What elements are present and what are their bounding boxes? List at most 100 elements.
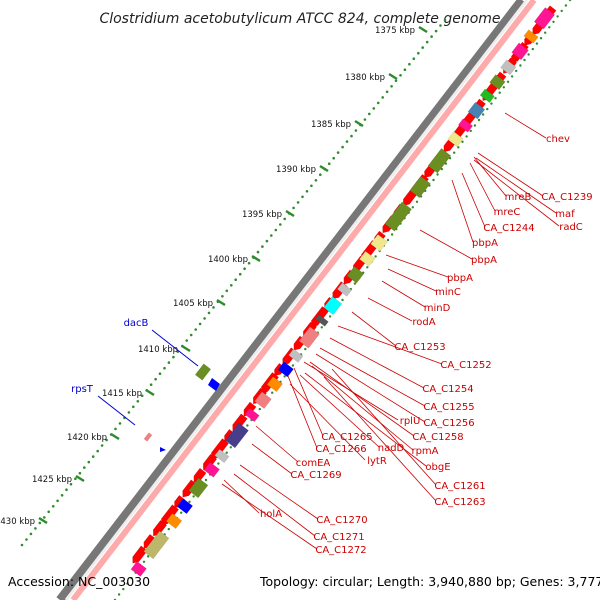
tick-mark — [388, 72, 398, 81]
tick-dot — [368, 112, 371, 116]
label-leader — [351, 311, 397, 347]
tick-dot — [494, 97, 497, 100]
tick-dot — [114, 427, 117, 431]
tick-dot — [225, 451, 228, 454]
tick-dot — [363, 118, 367, 121]
tick-dot — [130, 577, 133, 580]
gene-block — [533, 7, 556, 30]
tick-dot — [372, 107, 376, 110]
gene-label-red: rplU — [400, 416, 421, 427]
tick-dot — [415, 200, 419, 203]
tick-dot — [74, 477, 77, 481]
tick-dot — [189, 333, 193, 337]
gene-block — [447, 131, 464, 148]
gene-label-red: CA_C1269 — [290, 470, 341, 481]
tick-dot — [319, 173, 322, 176]
label-leader — [387, 268, 437, 292]
tick-dot — [188, 500, 191, 503]
tick-mark — [354, 119, 364, 128]
label-leader — [255, 425, 299, 463]
gene-block — [194, 363, 212, 381]
gene-block — [244, 407, 260, 423]
tick-dot — [154, 377, 157, 381]
tick-mark — [285, 209, 295, 218]
tick-dot — [411, 206, 414, 209]
tick-dot — [258, 407, 261, 411]
tick-dot — [270, 234, 273, 237]
tick-dot — [56, 499, 59, 503]
tick-dot — [350, 134, 353, 138]
label-leader — [233, 473, 316, 537]
tick-dot — [65, 488, 68, 492]
gene-block — [143, 530, 170, 560]
tick-dot — [385, 90, 389, 94]
gene-label-red: nadD — [378, 443, 405, 454]
gene-label-red: holA — [260, 509, 282, 520]
gene-block — [254, 391, 272, 409]
tick-label: 1430 kbp — [0, 517, 35, 527]
label-leader — [315, 353, 426, 423]
gene-block — [489, 74, 506, 91]
tick-dot — [556, 15, 559, 18]
tick-dot — [417, 51, 420, 55]
gene-block — [298, 326, 320, 349]
label-leader — [323, 376, 437, 502]
tick-dot — [163, 366, 166, 370]
tick-dot — [481, 113, 485, 116]
tick-dot — [271, 391, 274, 394]
tick-mark — [181, 344, 191, 353]
gene-block — [176, 498, 194, 515]
tick-dot — [261, 245, 264, 248]
tick-dot — [265, 239, 269, 243]
tick-mark — [251, 254, 261, 263]
gene-label-red: mreC — [494, 207, 521, 218]
tick-dot — [506, 80, 510, 84]
gene-label-red: comEA — [296, 458, 331, 469]
gene-label-red: minD — [424, 303, 451, 314]
tick-dot — [180, 511, 183, 514]
label-leader — [311, 365, 414, 451]
genome-backbone — [56, 0, 537, 600]
tick-dot — [560, 9, 563, 13]
tick-dot — [412, 57, 416, 60]
gene-label-red: CA_C1270 — [316, 515, 367, 526]
tick-dot — [25, 538, 28, 541]
tick-labels: 1375 kbp 1380 kbp 1385 kbp 1390 kbp 1395 kbp… — [0, 25, 428, 527]
tick-dot — [353, 282, 357, 285]
tick-mark — [418, 25, 428, 34]
tick-dot — [247, 261, 251, 265]
label-leader — [475, 157, 557, 214]
label-leader — [473, 156, 507, 197]
tick-label: 1375 kbp — [375, 26, 415, 36]
tick-dot — [51, 505, 55, 508]
label-leader — [504, 112, 547, 139]
label-leader — [329, 337, 425, 389]
tick-dot — [390, 233, 394, 236]
label-leader — [287, 375, 318, 449]
tick-label: 1420 kbp — [67, 433, 107, 443]
tick-dot — [279, 223, 282, 226]
tick-dot — [490, 102, 493, 105]
tick-dot — [146, 555, 150, 558]
tick-label: 1380 kbp — [345, 73, 385, 83]
gene-label-red: CA_C1265 — [321, 432, 372, 443]
tick-dot — [568, 0, 572, 2]
gene-label-red: chev — [546, 134, 570, 145]
tick-dot — [158, 372, 162, 376]
label-leader — [381, 280, 426, 308]
gene-label-red: CA_C1253 — [394, 342, 445, 353]
gene-label-red: CA_C1252 — [440, 360, 491, 371]
tick-dot — [394, 79, 398, 83]
label-leader — [289, 383, 366, 461]
gene-block — [467, 101, 486, 120]
gene-label-red: pbpA — [471, 255, 497, 266]
tick-dot — [122, 587, 125, 591]
tick-dot — [274, 228, 278, 232]
tick-dot — [185, 339, 188, 342]
tick-mark — [145, 388, 155, 397]
tick-dot — [374, 255, 377, 258]
accession-text: Accession: NC_003030 — [8, 574, 151, 589]
tick-mark — [110, 432, 120, 441]
tick-dot — [246, 424, 249, 427]
label-leader — [319, 347, 426, 407]
